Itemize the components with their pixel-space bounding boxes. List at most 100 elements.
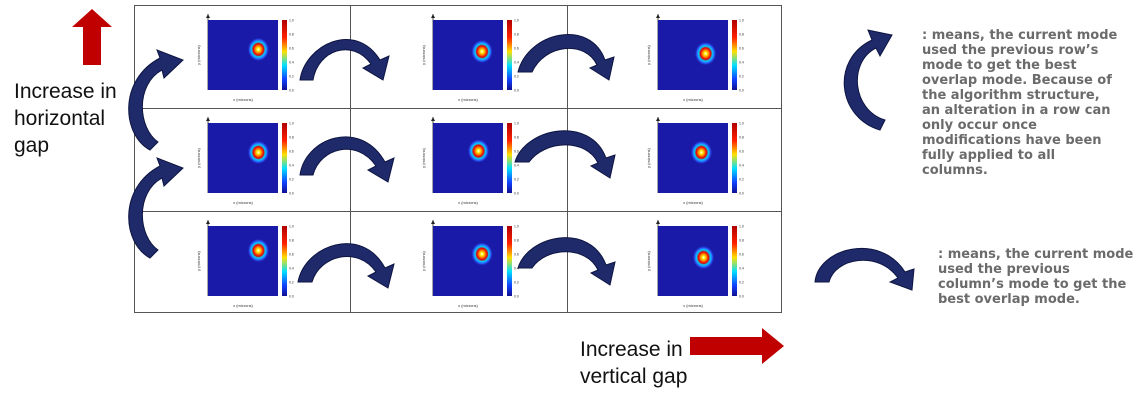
- mode-spot: [690, 140, 713, 165]
- colorbar: [732, 123, 737, 193]
- colorbar: [507, 226, 512, 296]
- row-note-line: modifications have been: [922, 133, 1102, 148]
- row-note-line: mode to get the best: [922, 58, 1077, 73]
- mode-spot: [692, 245, 715, 270]
- column-note-line: used the previous: [938, 262, 1070, 277]
- mode-plot-svg: 1.0 0.8 0.6 0.4 0.2 0.0 x (microns) y (microns): [421, 14, 519, 102]
- colorbar-tick-label: 0.0: [289, 192, 294, 196]
- colorbar-tick-label: 1.0: [739, 122, 744, 126]
- colorbar-tick-label: 0.0: [289, 89, 294, 93]
- mode-plot-svg: 1.0 0.8 0.6 0.4 0.2 0.0 x (microns) y (microns): [421, 117, 519, 205]
- colorbar-tick-label: 0.6: [739, 47, 744, 51]
- y-axis-arrow-icon: [206, 220, 210, 224]
- y-axis-arrow-icon: [431, 14, 435, 18]
- mode-plot: 1.0 0.8 0.6 0.4 0.2 0.0 x (microns) y (microns): [415, 117, 525, 212]
- row-note-line: used the previous row’s: [922, 43, 1099, 58]
- colorbar-tick-label: 1.0: [289, 122, 294, 126]
- red-right-arrow-icon: [690, 328, 784, 364]
- colorbar-tick-label: 1.0: [739, 19, 744, 23]
- mode-plot-svg: 1.0 0.8 0.6 0.4 0.2 0.0 x (microns) y (microns): [196, 117, 294, 205]
- colorbar-tick-label: 0.6: [739, 150, 744, 154]
- colorbar-tick-label: 0.8: [514, 239, 519, 243]
- grid-divider: [567, 6, 568, 312]
- colorbar-tick-label: 0.6: [739, 253, 744, 257]
- column-arrow-icon: [299, 136, 395, 183]
- row-note-line: overlap mode. Because of: [922, 73, 1112, 88]
- grid-divider: [135, 211, 781, 212]
- mode-plot: 1.0 0.8 0.6 0.4 0.2 0.0 x (microns) y (microns): [415, 220, 525, 315]
- colorbar-tick-label: 0.4: [739, 164, 744, 168]
- horizontal-gap-line-1: Increase in: [14, 80, 117, 103]
- y-axis-arrow-icon: [206, 117, 210, 121]
- colorbar-tick-label: 0.6: [514, 47, 519, 51]
- plot-field: [208, 226, 278, 296]
- row-arrow-note: : means, the current mode used the previ…: [922, 28, 1137, 178]
- y-axis-arrow-icon: [656, 14, 660, 18]
- x-axis-label: x (microns): [233, 303, 253, 308]
- mode-plot: 1.0 0.8 0.6 0.4 0.2 0.0 x (microns) y (microns): [640, 14, 750, 109]
- mode-plot: 1.0 0.8 0.6 0.4 0.2 0.0 x (microns) y (microns): [640, 117, 750, 212]
- colorbar-tick-label: 0.4: [514, 267, 519, 271]
- grid-divider: [350, 6, 351, 312]
- colorbar: [282, 123, 287, 193]
- row-note-line: columns.: [922, 163, 988, 178]
- colorbar-tick-label: 0.0: [514, 89, 519, 93]
- mode-plot-svg: 1.0 0.8 0.6 0.4 0.2 0.0 x (microns) y (microns): [646, 117, 744, 205]
- colorbar-tick-label: 0.8: [739, 33, 744, 37]
- horizontal-gap-label: Increase in horizontal gap: [14, 78, 117, 159]
- colorbar-tick-label: 0.4: [739, 267, 744, 271]
- mode-grid: [134, 5, 782, 313]
- mode-plot: 1.0 0.8 0.6 0.4 0.2 0.0 x (microns) y (microns): [640, 220, 750, 315]
- colorbar-tick-label: 0.8: [289, 33, 294, 37]
- colorbar-tick-label: 1.0: [514, 122, 519, 126]
- colorbar-tick-label: 1.0: [739, 225, 744, 229]
- plot-field: [433, 226, 503, 296]
- mode-plot-svg: 1.0 0.8 0.6 0.4 0.2 0.0 x (microns) y (microns): [196, 14, 294, 102]
- colorbar-tick-label: 0.6: [514, 253, 519, 257]
- horizontal-gap-line-3: gap: [14, 134, 50, 157]
- y-axis-arrow-icon: [206, 14, 210, 18]
- colorbar-tick-label: 0.8: [289, 239, 294, 243]
- colorbar-tick-label: 0.6: [289, 253, 294, 257]
- column-arrow-icon: [297, 243, 395, 289]
- grid-divider: [135, 108, 781, 109]
- colorbar-tick-label: 0.8: [289, 136, 294, 140]
- legend-column-arrow-icon: [814, 248, 915, 291]
- y-axis-label: y (microns): [196, 44, 201, 64]
- row-note-line: an alteration in a row can: [922, 103, 1111, 118]
- row-arrow-icon: [128, 157, 184, 259]
- mode-plot: 1.0 0.8 0.6 0.4 0.2 0.0 x (microns) y (microns): [190, 14, 300, 109]
- column-arrow-icon: [517, 34, 615, 81]
- y-axis-arrow-icon: [656, 117, 660, 121]
- colorbar-tick-label: 0.8: [514, 33, 519, 37]
- row-arrow-icon: [128, 49, 184, 151]
- colorbar-tick-label: 0.2: [739, 281, 744, 285]
- colorbar-tick-label: 0.2: [289, 178, 294, 182]
- horizontal-gap-line-2: horizontal: [14, 107, 106, 130]
- colorbar: [732, 226, 737, 296]
- mode-plot-svg: 1.0 0.8 0.6 0.4 0.2 0.0 x (microns) y (microns): [646, 14, 744, 102]
- colorbar-tick-label: 0.2: [739, 75, 744, 79]
- x-axis-label: x (microns): [683, 303, 703, 308]
- colorbar-tick-label: 1.0: [289, 225, 294, 229]
- red-up-arrow-shape: [72, 9, 112, 65]
- mode-spot: [247, 37, 270, 62]
- row-note-line: fully applied to all: [922, 148, 1056, 163]
- colorbar: [507, 123, 512, 193]
- column-arrow-icon: [514, 130, 616, 179]
- red-up-arrow-icon: [72, 9, 112, 65]
- colorbar-tick-label: 0.2: [514, 75, 519, 79]
- legend-row-arrow-icon: [843, 29, 893, 131]
- column-note-line: best overlap mode.: [938, 292, 1080, 307]
- mode-spot: [467, 139, 490, 163]
- mode-plot: 1.0 0.8 0.6 0.4 0.2 0.0 x (microns) y (microns): [190, 220, 300, 315]
- colorbar-tick-label: 0.4: [514, 61, 519, 65]
- mode-spot: [247, 238, 270, 263]
- mode-plot-svg: 1.0 0.8 0.6 0.4 0.2 0.0 x (microns) y (microns): [196, 220, 294, 308]
- colorbar: [732, 20, 737, 90]
- red-right-arrow-shape: [690, 328, 784, 364]
- y-axis-label: y (microns): [421, 44, 426, 64]
- x-axis-label: x (microns): [458, 97, 478, 102]
- mode-plot: 1.0 0.8 0.6 0.4 0.2 0.0 x (microns) y (microns): [415, 14, 525, 109]
- colorbar-tick-label: 0.4: [739, 61, 744, 65]
